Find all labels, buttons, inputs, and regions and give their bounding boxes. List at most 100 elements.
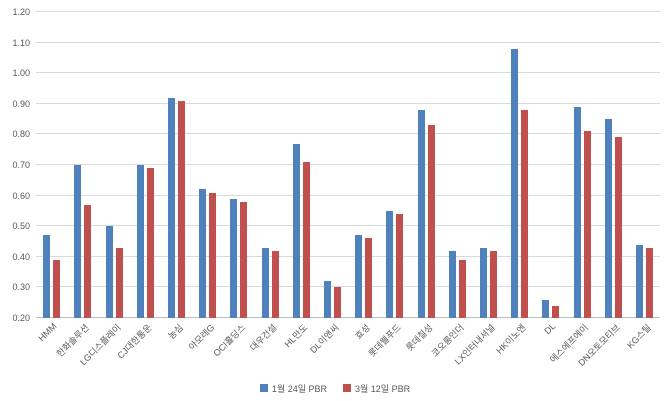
bar-series-1 bbox=[355, 235, 363, 318]
bar-series-1 bbox=[417, 109, 425, 318]
bar-group: LG디스플레이 bbox=[78, 12, 129, 367]
bar-series-1 bbox=[136, 165, 144, 318]
bar-group: 롯데웰푸드 bbox=[367, 12, 410, 359]
y-axis-tick-label: 1.00 bbox=[12, 68, 30, 79]
legend-swatch bbox=[259, 384, 268, 392]
gridline bbox=[36, 286, 660, 288]
x-axis-category-label: 농심 bbox=[166, 322, 185, 342]
y-axis-tick-label: 0.30 bbox=[12, 282, 30, 293]
x-axis-category-label: 롯데웰푸드 bbox=[366, 322, 404, 359]
legend-label: 1월 24일 PBR bbox=[271, 383, 327, 394]
bar-series-2 bbox=[146, 168, 154, 318]
bar-series-2 bbox=[209, 192, 217, 318]
bar-group: 롯데칠성 bbox=[404, 12, 441, 353]
bar-series-1 bbox=[448, 250, 456, 318]
bar-group: CJ대한통운 bbox=[115, 12, 161, 361]
gridline bbox=[36, 255, 660, 257]
y-axis-tick-label: 0.20 bbox=[12, 313, 30, 323]
y-axis-tick-label: 1.20 bbox=[12, 7, 30, 17]
bar-series-2 bbox=[365, 238, 373, 318]
bar-series-1 bbox=[635, 244, 643, 318]
bar-group: 효성 bbox=[348, 12, 379, 341]
bar-series-1 bbox=[261, 247, 269, 318]
bar-group: DL이앤씨 bbox=[308, 12, 348, 355]
bar-series-1 bbox=[604, 119, 612, 318]
x-axis-category-label: HK이노엔 bbox=[494, 322, 529, 356]
bar-group: HK이노엔 bbox=[495, 12, 535, 356]
y-axis-tick-label: 0.90 bbox=[12, 98, 30, 109]
bar-series-2 bbox=[489, 250, 497, 318]
legend-label: 3월 12일 PBR bbox=[355, 383, 411, 394]
y-axis-tick-label: 0.70 bbox=[12, 160, 30, 170]
gridline bbox=[36, 133, 660, 135]
bar-groups: HMM 한화솔루션 LG디스플레이 CJ대한통운 농심 아모레G OCI홀딩스 대우건설 HL만… bbox=[36, 12, 660, 368]
x-axis-category-label: 효성 bbox=[353, 322, 373, 342]
gridline bbox=[36, 317, 660, 318]
bar-series-1 bbox=[511, 48, 519, 318]
y-axis-tick-label: 0.80 bbox=[12, 129, 30, 140]
bar-group: 에스에프에이 bbox=[548, 12, 597, 365]
bar-group: LX인터내셔널 bbox=[453, 12, 504, 367]
bar-group: DN오토모티브 bbox=[576, 12, 629, 368]
x-axis-category-label: DL이앤씨 bbox=[308, 322, 341, 356]
bar-series-2 bbox=[177, 100, 185, 318]
bar-group: KG스틸 bbox=[625, 12, 660, 350]
legend-item: 1월 24일 PBR bbox=[259, 382, 327, 395]
gridline bbox=[36, 194, 660, 196]
bar-series-1 bbox=[292, 143, 300, 318]
bar-group: 대우건설 bbox=[248, 12, 285, 353]
bar-group: 한화솔루션 bbox=[55, 12, 98, 359]
bar-series-2 bbox=[645, 247, 653, 318]
bar-series-2 bbox=[53, 259, 61, 318]
x-axis-category-label: DL bbox=[542, 321, 558, 337]
gridline bbox=[36, 72, 660, 74]
x-axis-category-label: 대우건설 bbox=[248, 322, 279, 353]
bar-group: HMM bbox=[36, 12, 67, 343]
bar-group: 아모레G bbox=[187, 12, 223, 352]
y-axis-tick-label: 0.50 bbox=[12, 221, 30, 232]
bar-series-2 bbox=[427, 125, 435, 318]
legend-item: 3월 12일 PBR bbox=[343, 382, 410, 395]
bar-series-2 bbox=[583, 131, 591, 318]
x-axis-category-label: KG스틸 bbox=[624, 322, 653, 351]
bar-series-1 bbox=[230, 198, 238, 318]
gridline bbox=[36, 225, 660, 227]
bar-series-2 bbox=[302, 161, 310, 318]
x-axis-category-label: HMM bbox=[36, 321, 59, 344]
y-axis-tick-label: 0.40 bbox=[12, 251, 30, 262]
bar-group: 농심 bbox=[161, 12, 192, 341]
bar-series-2 bbox=[240, 201, 248, 318]
bar-series-2 bbox=[521, 109, 529, 318]
y-axis-tick-label: 1.10 bbox=[12, 37, 30, 48]
bar-series-1 bbox=[74, 165, 82, 318]
y-axis-tick-label: 0.60 bbox=[12, 190, 30, 201]
gridline bbox=[36, 11, 660, 12]
bar-group: 코오롱인더 bbox=[429, 12, 473, 359]
gridline bbox=[36, 102, 660, 104]
bar-series-1 bbox=[199, 189, 207, 318]
bar-series-1 bbox=[386, 210, 394, 318]
bar-series-1 bbox=[105, 226, 113, 318]
legend-swatch bbox=[343, 384, 351, 392]
bar-group: DL bbox=[535, 12, 566, 336]
bar-series-1 bbox=[323, 281, 331, 318]
bar-series-2 bbox=[333, 287, 341, 318]
bar-group: HL만도 bbox=[283, 12, 317, 349]
bar-series-1 bbox=[542, 299, 550, 318]
plot-area: HMM 한화솔루션 LG디스플레이 CJ대한통운 농심 아모레G OCI홀딩스 대우건설 HL만… bbox=[12, 7, 660, 368]
bar-series-1 bbox=[479, 247, 487, 318]
bar-group: OCI홀딩스 bbox=[211, 12, 254, 358]
bar-series-2 bbox=[614, 137, 622, 318]
bar-series-2 bbox=[271, 250, 279, 318]
bar-series-2 bbox=[115, 247, 123, 318]
bar-series-1 bbox=[167, 97, 175, 318]
bar-series-2 bbox=[84, 204, 92, 318]
bar-series-2 bbox=[396, 213, 404, 318]
legend: 1월 24일 PBR 3월 12일 PBR bbox=[0, 381, 670, 395]
gridline bbox=[36, 41, 660, 43]
bar-series-1 bbox=[573, 106, 581, 318]
bar-series-2 bbox=[552, 305, 560, 318]
gridline bbox=[36, 164, 660, 165]
bar-series-1 bbox=[43, 235, 51, 318]
